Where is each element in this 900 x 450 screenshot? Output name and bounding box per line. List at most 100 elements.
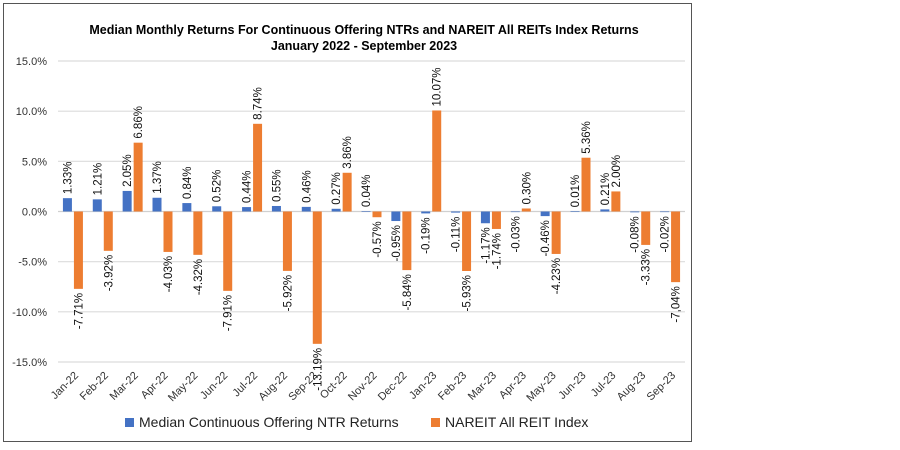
x-tick-label: May-23: [524, 370, 558, 404]
data-label-ntr: -0.95%: [391, 225, 403, 261]
x-tick-label: Jun-22: [198, 370, 230, 402]
bar-nareit: [671, 211, 681, 283]
data-label-ntr: 1.37%: [152, 161, 164, 194]
data-label-nareit: 6.86%: [133, 106, 145, 139]
bar-ntr: [421, 211, 431, 214]
bar-ntr: [122, 190, 132, 212]
x-tick-label: May-22: [166, 370, 200, 404]
x-tick-label: Mar-23: [466, 370, 499, 403]
bar-ntr: [660, 211, 670, 213]
bar-ntr: [510, 211, 520, 213]
y-tick-label: 5.0%: [22, 156, 47, 168]
legend-label-ntr: Median Continuous Offering NTR Returns: [139, 414, 399, 430]
bar-nareit: [193, 211, 203, 255]
bar-ntr: [540, 211, 550, 217]
bar-nareit: [491, 211, 501, 229]
data-label-nareit: -7,04%: [671, 286, 683, 322]
legend: Median Continuous Offering NTR Returns N…: [125, 414, 588, 430]
y-tick-label: -10.0%: [12, 307, 47, 319]
bar-ntr: [212, 206, 222, 212]
y-tick-label: -5.0%: [18, 257, 47, 269]
bar-ntr: [391, 211, 401, 222]
bar-ntr: [92, 199, 102, 212]
data-label-nareit: -3.33%: [641, 249, 653, 285]
data-label-ntr: 0.27%: [331, 172, 343, 205]
bar-nareit: [432, 110, 442, 212]
bar-ntr: [480, 211, 490, 224]
bar-nareit: [462, 211, 472, 271]
x-tick-label: Aug-23: [615, 370, 649, 404]
bar-ntr: [331, 208, 341, 212]
data-label-nareit: -0.57%: [372, 221, 384, 257]
data-label-ntr: 0.55%: [271, 169, 283, 202]
data-label-ntr: 1.33%: [62, 162, 74, 195]
data-label-ntr: -0.08%: [630, 216, 642, 252]
legend-swatch-nareit: [431, 418, 440, 427]
data-labels: 1.33% 1.21% 2.05% 1.37% 0.84% 0.52% 0.44% 0.55%…: [62, 67, 682, 390]
y-tick-label: 10.0%: [16, 106, 47, 118]
bar-ntr: [630, 211, 640, 213]
bar-nareit: [163, 211, 173, 252]
bar-nareit: [402, 211, 412, 271]
data-label-ntr: 0.04%: [361, 174, 373, 207]
y-axis: 15.0% 10.0% 5.0% 0.0% -5.0% -10.0% -15.0%: [12, 56, 47, 369]
chart-title: Median Monthly Returns For Continuous Of…: [89, 23, 638, 37]
data-label-nareit: -7.71%: [73, 293, 85, 329]
data-label-nareit: -3.92%: [103, 255, 115, 291]
bar-nareit: [521, 208, 531, 212]
y-tick-label: 15.0%: [16, 56, 47, 68]
bar-ntr: [242, 207, 252, 212]
data-label-nareit: -1.74%: [491, 233, 503, 269]
bar-nareit: [342, 172, 352, 212]
bar-ntr: [361, 211, 371, 212]
data-label-ntr: 1.21%: [92, 163, 104, 196]
bar-ntr: [301, 206, 311, 212]
data-label-ntr: 0.84%: [182, 166, 194, 199]
data-label-ntr: -0.46%: [540, 220, 552, 256]
data-label-ntr: 0.01%: [570, 175, 582, 208]
bar-nareit: [133, 142, 143, 212]
data-label-ntr: -0.03%: [510, 216, 522, 252]
data-label-ntr: -0.11%: [451, 217, 463, 253]
chart-frame: [3, 3, 692, 442]
x-tick-label: Sep-23: [645, 370, 679, 404]
bar-nareit: [253, 123, 263, 212]
data-label-nareit: -5.93%: [462, 275, 474, 311]
legend-swatch-ntr: [125, 418, 134, 427]
bar-nareit: [372, 211, 382, 218]
data-label-nareit: 8.74%: [253, 87, 265, 120]
data-label-nareit: -4.03%: [163, 256, 175, 292]
data-label-ntr: -0.02%: [660, 216, 672, 252]
legend-label-nareit: NAREIT All REIT Index: [445, 414, 588, 430]
bar-ntr: [600, 209, 610, 212]
x-tick-label: Feb-23: [436, 370, 469, 403]
data-label-nareit: 5.36%: [581, 121, 593, 154]
data-label-nareit: -13.19%: [312, 348, 324, 391]
bar-ntr: [570, 211, 580, 212]
y-tick-label: 0.0%: [22, 207, 47, 219]
x-tick-label: Dec-22: [376, 370, 410, 404]
data-label-ntr: 0.21%: [600, 173, 612, 206]
data-label-ntr: 2.05%: [122, 154, 134, 187]
data-label-ntr: 0.44%: [242, 170, 254, 203]
bar-nareit: [581, 157, 591, 212]
bar-nareit: [611, 191, 621, 212]
data-label-nareit: 10.07%: [432, 67, 444, 106]
data-label-ntr: 0.46%: [301, 170, 313, 203]
bar-ntr: [451, 211, 461, 213]
bars: [62, 110, 681, 344]
bar-nareit: [641, 211, 651, 245]
bar-ntr: [152, 197, 162, 212]
bar-nareit: [223, 211, 233, 291]
bar-nareit: [282, 211, 292, 271]
bar-nareit: [103, 211, 113, 251]
data-label-ntr: -1.17%: [480, 227, 492, 263]
x-tick-label: Aug-22: [256, 370, 290, 404]
bar-ntr: [271, 205, 281, 212]
data-label-nareit: -4.23%: [551, 258, 563, 294]
data-label-nareit: -4.32%: [193, 259, 205, 295]
x-tick-label: Jan-23: [407, 370, 439, 402]
bar-ntr: [62, 198, 72, 212]
chart-subtitle: January 2022 - September 2023: [271, 39, 457, 53]
